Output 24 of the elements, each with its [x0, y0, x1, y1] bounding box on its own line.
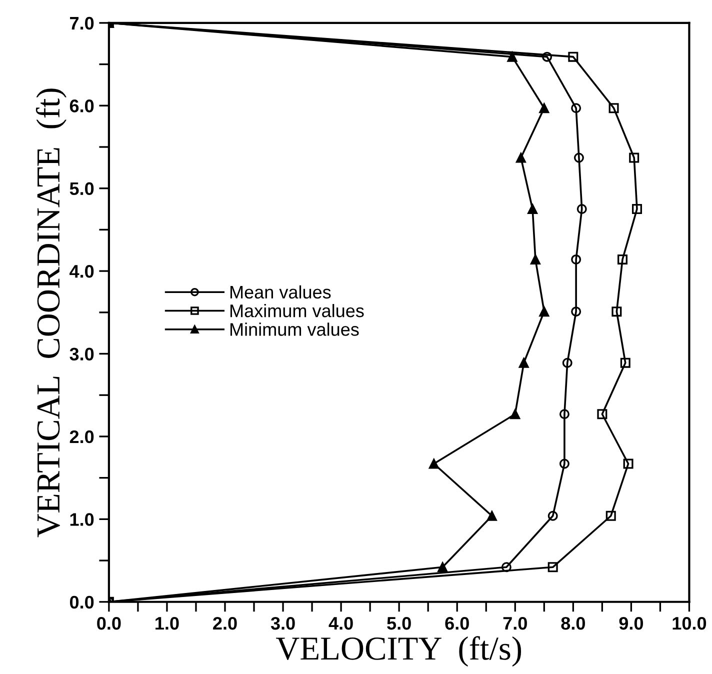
legend-label: Minimum values — [230, 322, 359, 336]
x-tick-label: 3.0 — [270, 616, 295, 630]
x-tick-label: 4.0 — [328, 616, 353, 630]
y-tick-label: 3.0 — [70, 348, 94, 360]
y-axis-title: VERTICAL COORDINATE (ft) — [36, 88, 66, 538]
x-tick-label: 10.0 — [672, 616, 706, 630]
legend-label: Mean values — [230, 285, 331, 299]
x-tick-label: 5.0 — [387, 616, 411, 630]
y-tick-label: 4.0 — [70, 264, 94, 278]
x-tick-label: 8.0 — [561, 616, 585, 630]
x-tick-label: 9.0 — [619, 616, 643, 630]
y-tick-label: 6.0 — [70, 100, 94, 112]
y-tick-label: 7.0 — [70, 16, 94, 30]
x-tick-label: 6.0 — [445, 616, 469, 630]
x-tick-label: 0.0 — [97, 616, 121, 630]
x-axis-title: VELOCITY (ft/s) — [276, 636, 522, 667]
legend-label: Maximum values — [230, 304, 364, 318]
x-tick-label: 7.0 — [503, 616, 527, 630]
y-tick-label: 5.0 — [70, 182, 94, 196]
x-tick-label: 1.0 — [156, 616, 179, 630]
y-tick-label: 1.0 — [70, 513, 94, 526]
x-tick-label: 2.0 — [213, 616, 237, 630]
y-tick-label: 2.0 — [70, 430, 94, 444]
y-tick-label: 0.0 — [70, 596, 94, 609]
